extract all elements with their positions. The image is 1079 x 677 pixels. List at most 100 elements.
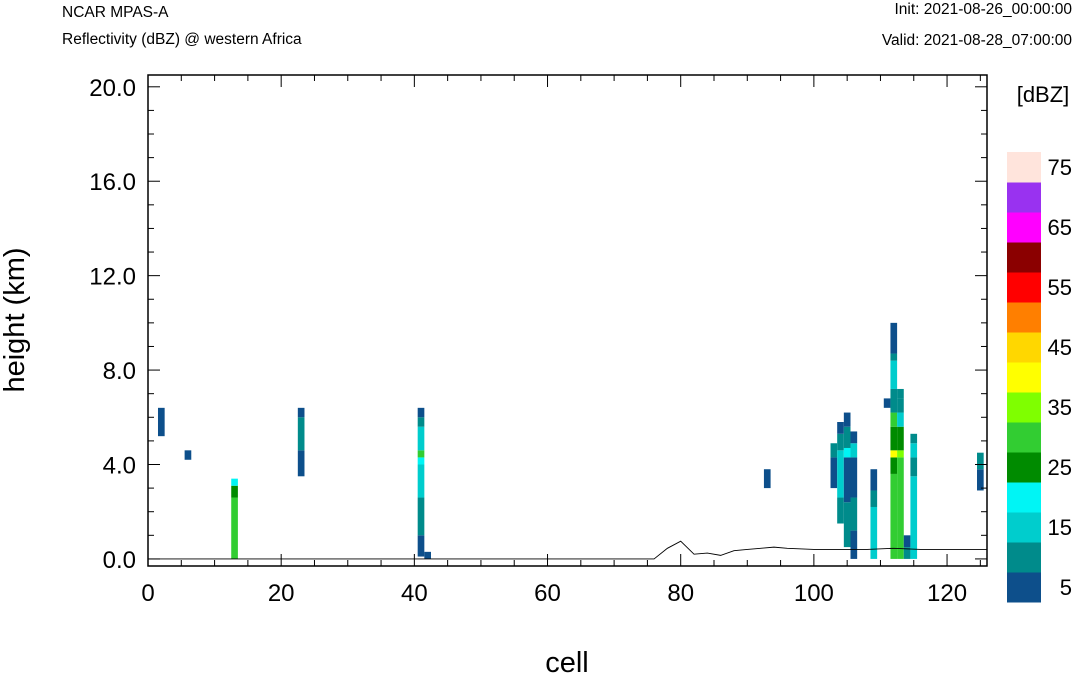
- reflectivity-cell: [830, 457, 838, 489]
- reflectivity-cell: [977, 469, 984, 491]
- reflectivity-cells: [157, 322, 984, 559]
- x-tick-label: 120: [927, 580, 967, 607]
- reflectivity-cell: [897, 412, 904, 427]
- colorbar-label: 65: [1048, 215, 1072, 240]
- y-tick-label: 20.0: [89, 75, 136, 102]
- reflectivity-cell: [890, 360, 898, 389]
- y-axis-title: height (km): [0, 247, 31, 392]
- reflectivity-cell: [903, 535, 911, 548]
- y-tick-label: 16.0: [89, 169, 136, 196]
- colorbar-swatch: [1007, 182, 1041, 213]
- reflectivity-cell: [184, 450, 192, 460]
- x-tick-label: 60: [534, 580, 561, 607]
- reflectivity-cell: [890, 322, 898, 354]
- reflectivity-cell: [417, 535, 425, 557]
- y-tick-label: 12.0: [89, 264, 136, 291]
- reflectivity-cell: [890, 450, 898, 458]
- reflectivity-cell: [890, 412, 898, 427]
- reflectivity-cell: [417, 417, 425, 427]
- reflectivity-cell: [424, 551, 431, 559]
- reflectivity-cell: [231, 497, 238, 559]
- reflectivity-cell: [890, 388, 898, 413]
- colorbar-label: 5: [1060, 575, 1072, 600]
- colorbar-swatch: [1007, 452, 1041, 483]
- reflectivity-cell: [837, 497, 844, 524]
- reflectivity-cell: [890, 426, 898, 451]
- x-tick-label: 40: [401, 580, 428, 607]
- reflectivity-cell: [850, 457, 858, 498]
- reflectivity-cell: [417, 497, 425, 536]
- x-tick-label: 20: [268, 580, 295, 607]
- colorbar-label: 45: [1048, 335, 1072, 360]
- colorbar-swatch: [1007, 272, 1041, 303]
- reflectivity-cell: [157, 407, 165, 437]
- reflectivity-cell: [843, 447, 851, 458]
- reflectivity-cell: [830, 443, 838, 458]
- colorbar-label: 25: [1048, 455, 1072, 480]
- reflectivity-cell: [843, 502, 851, 548]
- reflectivity-cell: [883, 398, 891, 408]
- reflectivity-cell: [297, 407, 305, 418]
- reflectivity-cell: [910, 433, 918, 444]
- plot-frame: [147, 74, 988, 567]
- reflectivity-cell: [297, 450, 305, 477]
- field-subtitle: Reflectivity (dBZ) @ western Africa: [62, 31, 302, 48]
- reflectivity-cell: [850, 431, 858, 444]
- terrain-profile: [148, 540, 987, 560]
- reflectivity-cell: [843, 457, 851, 503]
- reflectivity-cell: [417, 464, 425, 498]
- x-tick-labels: 0 20 40 60 80 100 120: [141, 580, 967, 607]
- reflectivity-cell: [837, 433, 844, 451]
- x-tick-label: 80: [667, 580, 694, 607]
- reflectivity-cell: [837, 450, 844, 498]
- reflectivity-cell: [897, 450, 904, 458]
- x-tick-label: 100: [794, 580, 834, 607]
- colorbar-label: 55: [1048, 275, 1072, 300]
- reflectivity-cell: [903, 547, 911, 559]
- reflectivity-cell: [850, 530, 858, 559]
- colorbar-swatch: [1007, 332, 1041, 363]
- reflectivity-cell: [843, 412, 851, 427]
- colorbar-swatch: [1007, 542, 1041, 573]
- colorbar-labels: 5 15 25 35 45 55 65 75: [1048, 155, 1072, 600]
- reflectivity-cell: [417, 407, 425, 418]
- colorbar-title: [dBZ]: [1017, 82, 1070, 107]
- reflectivity-cell: [417, 457, 425, 465]
- reflectivity-cell: [417, 450, 425, 458]
- reflectivity-cell: [890, 353, 898, 361]
- reflectivity-cell: [763, 469, 771, 489]
- reflectivity-cell: [897, 426, 904, 451]
- colorbar: [1007, 152, 1041, 603]
- init-time: Init: 2021-08-26_00:00:00: [894, 1, 1072, 18]
- terrain-line: [148, 540, 987, 560]
- colorbar-swatch: [1007, 212, 1041, 243]
- reflectivity-cell: [850, 497, 858, 531]
- reflectivity-cell: [910, 443, 918, 458]
- reflectivity-cell: [890, 457, 898, 474]
- reflectivity-cell: [910, 457, 918, 477]
- reflectivity-cell: [897, 457, 904, 559]
- reflectivity-cell: [297, 417, 305, 451]
- reflectivity-cell: [977, 452, 984, 470]
- y-tick-label: 8.0: [103, 358, 136, 385]
- colorbar-swatch: [1007, 302, 1041, 333]
- colorbar-label: 75: [1048, 155, 1072, 180]
- y-tick-label: 0.0: [103, 547, 136, 574]
- reflectivity-cell: [837, 422, 844, 434]
- reflectivity-cell: [850, 443, 858, 458]
- colorbar-swatch: [1007, 422, 1041, 453]
- x-axis-title: cell: [545, 647, 589, 677]
- colorbar-swatch: [1007, 392, 1041, 423]
- colorbar-label: 15: [1048, 515, 1072, 540]
- reflectivity-cell: [890, 473, 898, 559]
- y-tick-label: 4.0: [103, 452, 136, 479]
- reflectivity-cell: [910, 476, 918, 559]
- reflectivity-cell: [231, 485, 238, 498]
- colorbar-swatch: [1007, 152, 1041, 183]
- colorbar-swatch: [1007, 512, 1041, 543]
- reflectivity-cell: [843, 426, 851, 448]
- reflectivity-cell: [870, 506, 878, 559]
- reflectivity-cell: [231, 478, 238, 486]
- colorbar-label: 35: [1048, 395, 1072, 420]
